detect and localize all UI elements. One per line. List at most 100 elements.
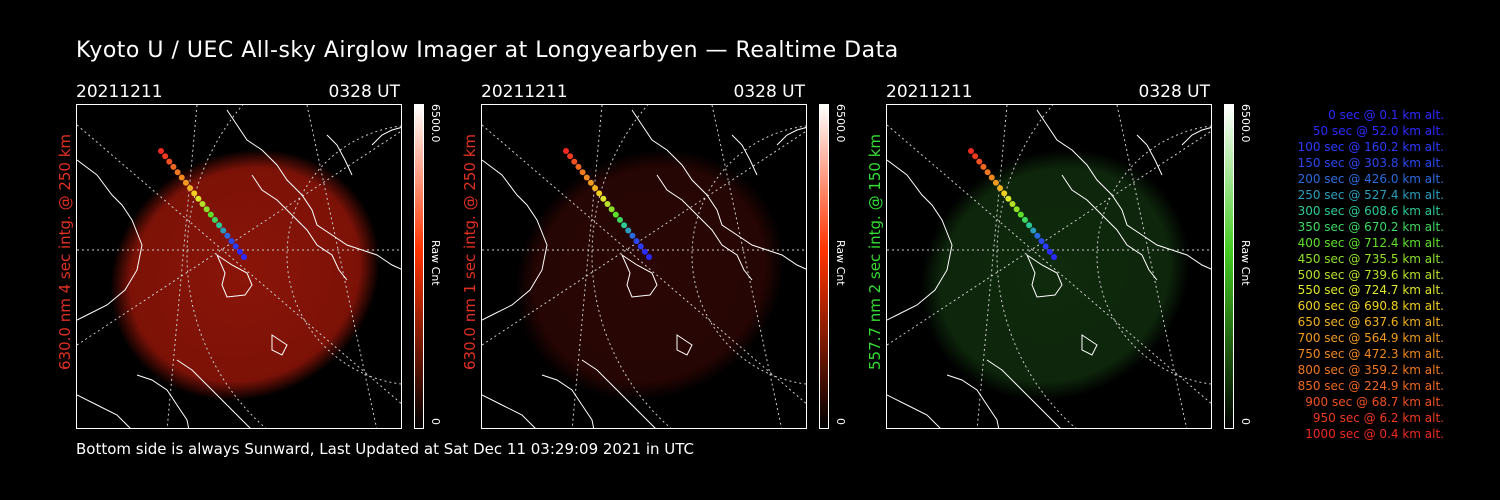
legend-item: 900 sec @ 68.7 km alt. <box>1305 395 1444 410</box>
panel-1-date: 20211211 <box>76 82 163 102</box>
panel-2-cbar-max: 6500.0 <box>834 104 847 143</box>
panel-1-cbar-min: 0 <box>429 418 442 425</box>
trajectory-point <box>187 185 194 192</box>
panel-1-cbar-unit: Raw Cnt <box>429 240 442 286</box>
trajectory-point <box>571 158 578 165</box>
trajectory-point <box>997 185 1004 192</box>
legend-item: 550 sec @ 724.7 km alt. <box>1297 283 1444 298</box>
panel-1-colorbar <box>414 104 424 429</box>
panel-1-map <box>77 105 401 428</box>
legend-item: 700 sec @ 564.9 km alt. <box>1297 331 1444 346</box>
trajectory-point <box>637 243 644 250</box>
trajectory-point <box>587 179 594 186</box>
trajectory-point <box>984 169 991 176</box>
trajectory-legend: 0 sec @ 0.1 km alt. 50 sec @ 52.0 km alt… <box>1262 108 1444 443</box>
trajectory-point <box>174 169 181 176</box>
trajectory-point <box>211 216 218 223</box>
trajectory-point <box>158 148 164 154</box>
trajectory-point <box>220 227 227 234</box>
legend-item: 450 sec @ 735.5 km alt. <box>1297 251 1444 266</box>
trajectory-point <box>988 174 995 181</box>
trajectory-point <box>191 190 198 197</box>
trajectory-point <box>972 153 979 160</box>
legend-item: 150 sec @ 303.8 km alt. <box>1297 155 1444 170</box>
trajectory-point <box>646 254 652 260</box>
trajectory-point <box>579 169 586 176</box>
panel-2-cbar-unit: Raw Cnt <box>834 240 847 286</box>
trajectory-point <box>1042 243 1049 250</box>
trajectory-point <box>596 190 603 197</box>
legend-item: 400 sec @ 712.4 km alt. <box>1297 235 1444 250</box>
trajectory-point <box>633 238 640 245</box>
trajectory-point <box>1005 195 1012 202</box>
trajectory-point <box>195 195 202 202</box>
trajectory-point <box>1038 238 1045 245</box>
legend-item: 750 sec @ 472.3 km alt. <box>1297 347 1444 362</box>
trajectory-point <box>207 211 214 218</box>
trajectory-point <box>1017 211 1024 218</box>
trajectory-point <box>980 163 987 170</box>
panel-1-cbar-max: 6500.0 <box>429 104 442 143</box>
trajectory-point <box>1001 190 1008 197</box>
trajectory-point <box>563 148 569 154</box>
trajectory-point <box>583 174 590 181</box>
legend-item: 800 sec @ 359.2 km alt. <box>1297 363 1444 378</box>
legend-item: 250 sec @ 527.4 km alt. <box>1297 187 1444 202</box>
trajectory-point <box>1046 248 1053 255</box>
panel-1-image[interactable] <box>76 104 402 429</box>
trajectory-point <box>625 227 632 234</box>
trajectory-point <box>604 201 611 207</box>
trajectory-point <box>1051 254 1057 260</box>
panel-2-image[interactable] <box>481 104 807 429</box>
panel-1-time: 0328 UT <box>328 82 401 102</box>
trajectory-point <box>241 254 247 260</box>
trajectory-point <box>600 195 607 202</box>
trajectory-point <box>236 248 243 255</box>
trajectory-point <box>968 148 974 154</box>
trajectory-point <box>228 238 235 245</box>
panel-2-colorbar <box>819 104 829 429</box>
footer-status: Bottom side is always Sunward, Last Upda… <box>76 440 695 458</box>
legend-item: 100 sec @ 160.2 km alt. <box>1297 139 1444 154</box>
panel-3-channel-label: 557.7 nm 2 sec intg. @ 150 km <box>866 133 884 370</box>
trajectory-point <box>1021 216 1028 223</box>
panel-2-time: 0328 UT <box>733 82 806 102</box>
legend-item: 200 sec @ 426.0 km alt. <box>1297 171 1444 186</box>
legend-item: 300 sec @ 608.6 km alt. <box>1297 203 1444 218</box>
trajectory-point <box>224 232 231 239</box>
page-title: Kyoto U / UEC All-sky Airglow Imager at … <box>76 38 899 63</box>
panel-3-time: 0328 UT <box>1138 82 1211 102</box>
legend-item: 50 sec @ 52.0 km alt. <box>1312 123 1444 138</box>
legend-item: 1000 sec @ 0.4 km alt. <box>1305 427 1444 442</box>
trajectory-point <box>592 185 599 192</box>
legend-item: 950 sec @ 6.2 km alt. <box>1312 411 1444 426</box>
trajectory-point <box>203 206 210 213</box>
trajectory-point <box>178 174 185 181</box>
panel-3-date: 20211211 <box>886 82 973 102</box>
panel-3-cbar-max: 6500.0 <box>1239 104 1252 143</box>
trajectory-point <box>575 163 582 170</box>
trajectory-point <box>616 216 623 223</box>
legend-item: 0 sec @ 0.1 km alt. <box>1328 108 1444 122</box>
trajectory-point <box>1026 222 1033 229</box>
trajectory-point <box>608 206 615 213</box>
panel-2-date: 20211211 <box>481 82 568 102</box>
panel-3-image[interactable] <box>886 104 1212 429</box>
panel-2-map <box>482 105 806 428</box>
panel-2-channel-label: 630.0 nm 1 sec intg. @ 250 km <box>461 133 479 370</box>
panel-2-cbar-min: 0 <box>834 418 847 425</box>
legend-item: 350 sec @ 670.2 km alt. <box>1297 219 1444 234</box>
trajectory-point <box>199 201 206 207</box>
panel-3-cbar-min: 0 <box>1239 418 1252 425</box>
trajectory-point <box>567 153 574 160</box>
trajectory-point <box>216 222 223 229</box>
trajectory-point <box>1034 232 1041 239</box>
trajectory-point <box>166 158 173 165</box>
legend-item: 500 sec @ 739.6 km alt. <box>1297 267 1444 282</box>
trajectory-point <box>629 232 636 239</box>
trajectory-point <box>612 211 619 218</box>
trajectory-point <box>1030 227 1037 234</box>
legend-item: 850 sec @ 224.9 km alt. <box>1297 379 1444 394</box>
trajectory-point <box>641 248 648 255</box>
panel-3-map <box>887 105 1211 428</box>
